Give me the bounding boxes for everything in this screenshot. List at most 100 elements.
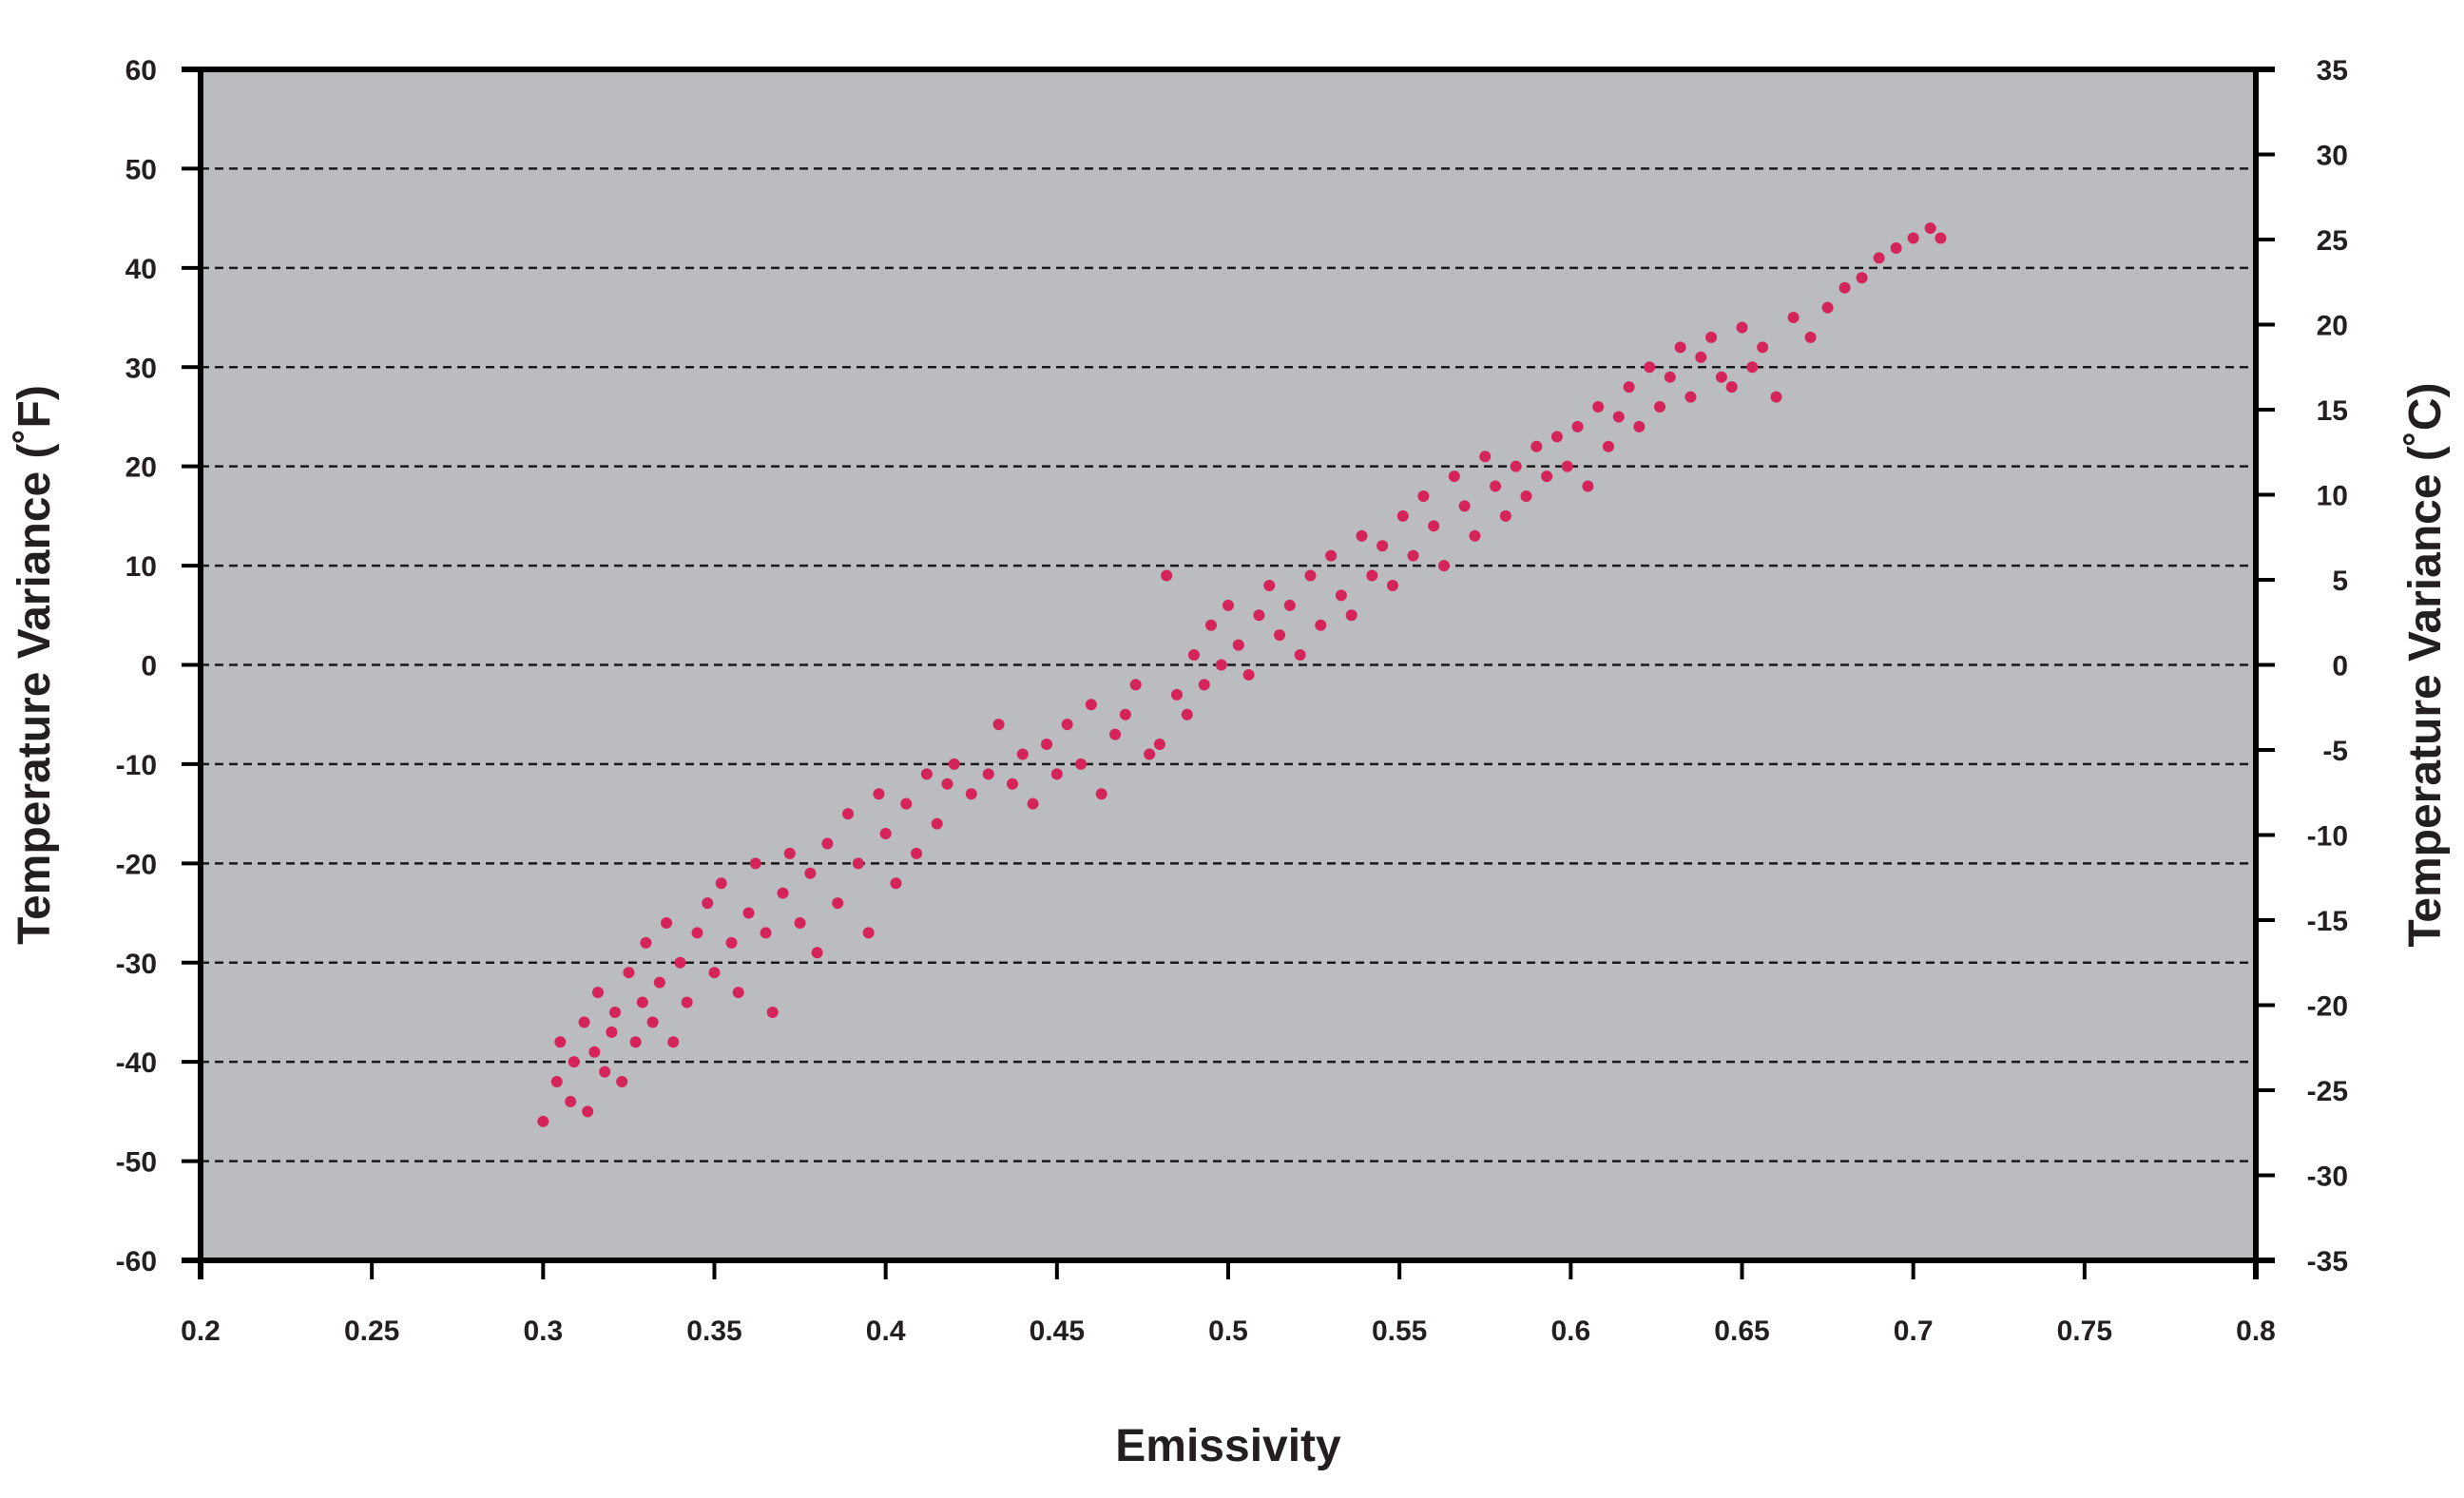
data-point: [1623, 381, 1635, 394]
y-tick-label-right: -20: [2307, 991, 2348, 1023]
y-tick-label-right: 35: [2317, 55, 2348, 86]
data-point: [1006, 778, 1018, 790]
data-point: [1804, 331, 1817, 343]
y-tick-label-left: 10: [125, 551, 157, 583]
data-point: [852, 857, 864, 870]
data-point: [1582, 480, 1594, 492]
x-tick-label: 0.4: [866, 1316, 906, 1347]
x-tick-label: 0.65: [1714, 1316, 1769, 1347]
data-point: [1838, 281, 1851, 294]
y-tick-label-right: -15: [2307, 906, 2348, 937]
y-tick-label-left: -30: [116, 949, 157, 980]
data-point: [588, 1046, 601, 1058]
data-point: [702, 897, 714, 910]
data-point: [1315, 619, 1327, 631]
data-point: [1061, 719, 1073, 731]
x-tick-label: 0.25: [344, 1316, 399, 1347]
data-point: [661, 916, 673, 929]
x-tick-label: 0.5: [1208, 1316, 1248, 1347]
data-point: [1890, 241, 1902, 254]
data-point: [783, 847, 796, 859]
data-point: [1633, 420, 1646, 432]
data-point: [1705, 331, 1718, 343]
data-point: [1283, 599, 1296, 611]
data-point: [832, 897, 844, 910]
data-point: [1085, 699, 1097, 711]
axes: [182, 67, 2275, 1279]
data-point: [1746, 361, 1759, 374]
data-point: [554, 1036, 567, 1048]
data-point: [941, 778, 953, 790]
data-point: [1304, 569, 1317, 582]
data-point: [1856, 272, 1868, 284]
data-point: [811, 947, 823, 959]
data-point: [1294, 649, 1306, 662]
data-point: [599, 1066, 611, 1078]
data-points: [537, 222, 1947, 1127]
data-point: [992, 719, 1005, 731]
data-point: [715, 877, 727, 890]
data-point: [1222, 599, 1234, 611]
data-point: [674, 956, 686, 969]
data-point: [821, 837, 834, 850]
data-point: [1469, 529, 1481, 542]
x-tick-label: 0.8: [2236, 1316, 2276, 1347]
data-point: [1530, 440, 1543, 452]
y-tick-label-right: 20: [2317, 311, 2348, 342]
data-point: [1253, 609, 1265, 622]
y-tick-label-right: -35: [2307, 1246, 2348, 1277]
data-point: [794, 916, 806, 929]
y-tick-label-right: -30: [2307, 1162, 2348, 1193]
y-tick-label-right: 5: [2332, 566, 2348, 597]
x-tick-label: 0.55: [1372, 1316, 1427, 1347]
x-tick-label: 0.75: [2057, 1316, 2112, 1347]
data-point: [982, 768, 994, 780]
data-point: [1242, 668, 1255, 681]
y-axis-title-left: Temperature Variance (˚F): [10, 385, 60, 945]
data-point: [1561, 460, 1573, 472]
data-point: [623, 967, 635, 979]
y-axis-title-right: Temperature Variance (˚C): [2400, 383, 2451, 948]
data-point: [667, 1036, 680, 1048]
data-point: [1027, 797, 1039, 810]
y-tick-label-left: 40: [125, 254, 157, 285]
x-tick-label: 0.3: [523, 1316, 563, 1347]
data-point: [1448, 471, 1460, 483]
data-point: [1644, 361, 1656, 374]
data-point: [1873, 252, 1885, 264]
data-point: [749, 857, 761, 870]
data-point: [920, 768, 933, 780]
y-tick-label-right: 25: [2317, 225, 2348, 257]
data-point: [1109, 728, 1122, 740]
data-point: [1907, 232, 1919, 244]
y-tick-label-right: 30: [2317, 141, 2348, 172]
data-point: [1602, 440, 1614, 452]
data-point: [1153, 739, 1165, 751]
data-point: [1654, 401, 1666, 413]
x-tick-label: 0.35: [686, 1316, 741, 1347]
tick-labels: 6050403020100-10-20-30-40-50-60353025201…: [116, 55, 2348, 1347]
data-point: [1407, 549, 1419, 562]
data-point: [609, 1006, 622, 1018]
y-tick-label-left: 20: [125, 452, 157, 484]
x-tick-label: 0.45: [1030, 1316, 1085, 1347]
data-point: [1787, 312, 1800, 324]
data-point: [1736, 321, 1748, 334]
data-point: [1664, 371, 1676, 383]
data-point: [568, 1056, 580, 1068]
data-point: [862, 927, 875, 939]
data-point: [537, 1115, 549, 1127]
data-point: [1541, 471, 1553, 483]
data-point: [1198, 679, 1210, 691]
data-point: [550, 1076, 563, 1088]
y-tick-label-left: 0: [141, 651, 157, 682]
data-point: [879, 828, 892, 840]
data-point: [1170, 688, 1183, 701]
data-point: [732, 987, 744, 999]
x-tick-label: 0.6: [1550, 1316, 1590, 1347]
data-point: [911, 847, 923, 859]
data-point: [578, 1016, 590, 1028]
data-point: [1571, 420, 1584, 432]
data-point: [1356, 529, 1368, 542]
